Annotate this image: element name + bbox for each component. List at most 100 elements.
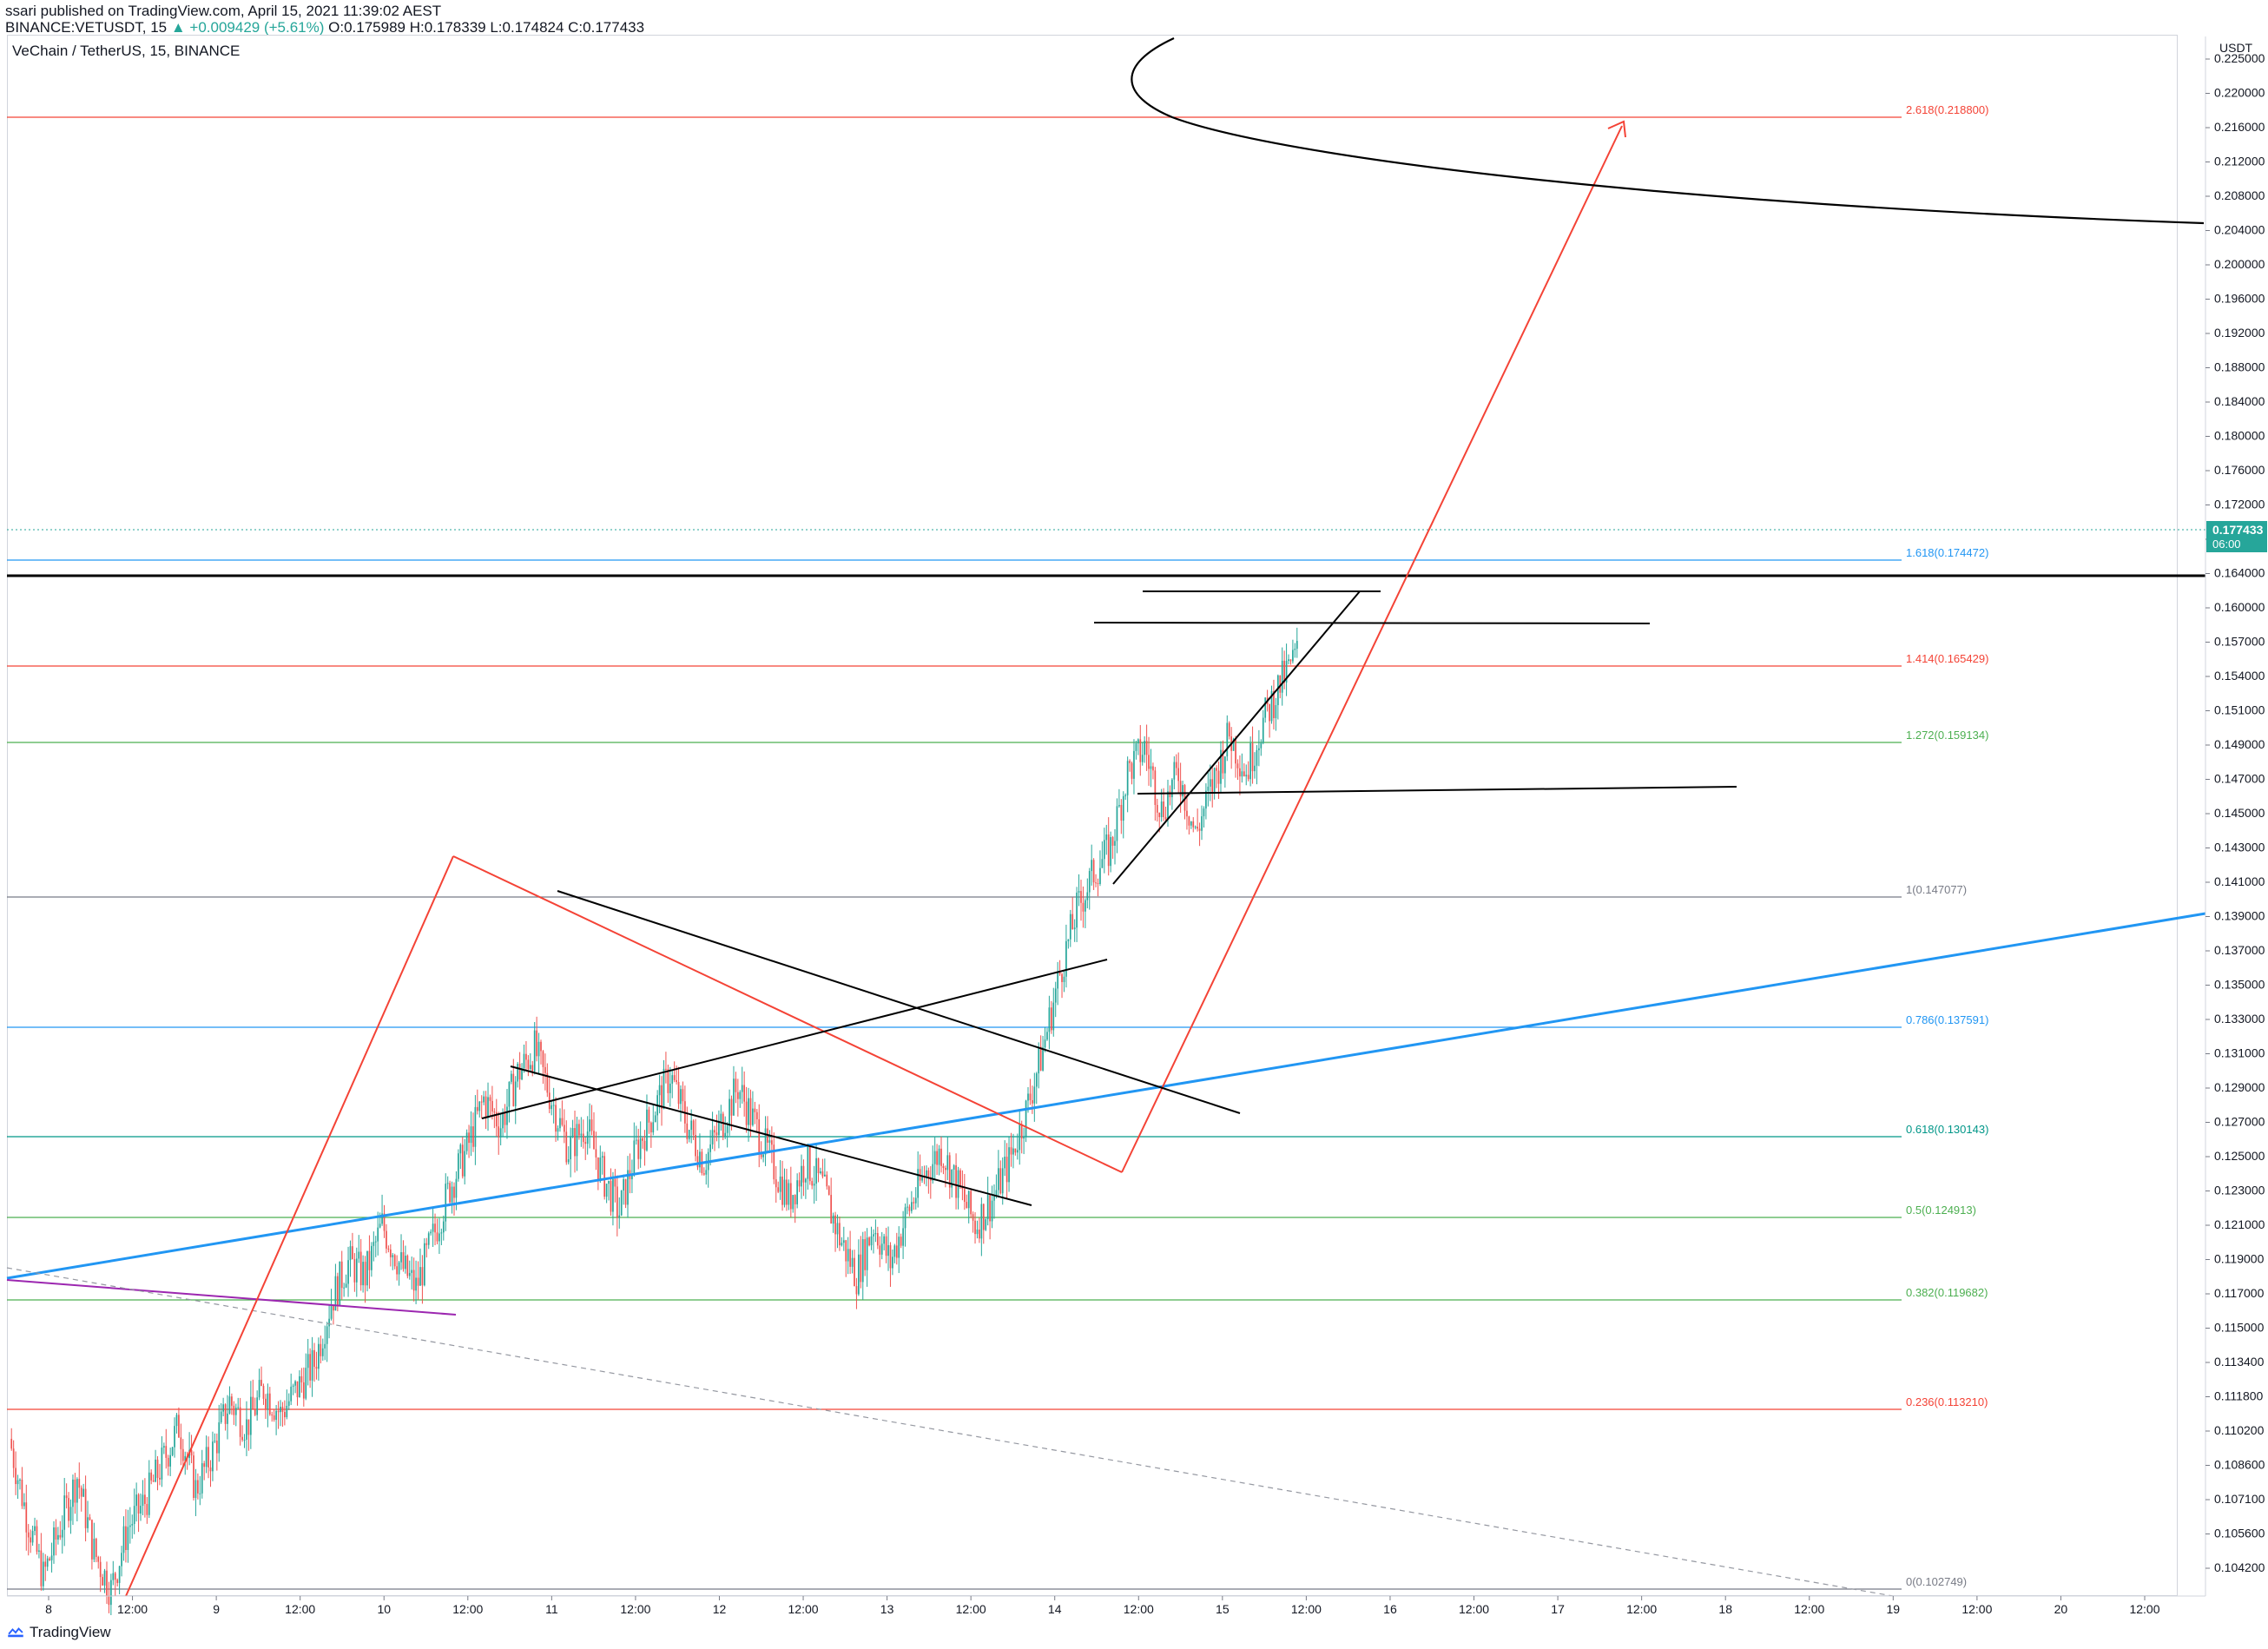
candle-body bbox=[1285, 661, 1288, 683]
red-projection-line[interactable] bbox=[1121, 125, 1623, 1173]
price-axis[interactable] bbox=[2205, 36, 2268, 1615]
candle-body bbox=[400, 1252, 402, 1263]
candle-body bbox=[181, 1448, 184, 1461]
candle-body bbox=[118, 1566, 121, 1583]
candle-body bbox=[74, 1479, 76, 1503]
candle-body bbox=[133, 1506, 135, 1525]
candle-body bbox=[1080, 891, 1082, 903]
candle-body bbox=[1027, 1093, 1029, 1101]
candle-body bbox=[459, 1144, 462, 1154]
candle-body bbox=[256, 1397, 259, 1415]
candle-body bbox=[1251, 742, 1254, 772]
x-tick-label: 12:00 bbox=[1459, 1602, 1489, 1615]
candle-body bbox=[222, 1404, 224, 1412]
candle-body bbox=[873, 1234, 874, 1237]
candle-body bbox=[1269, 704, 1270, 722]
candle-body bbox=[722, 1113, 724, 1138]
x-tick-label: 12:00 bbox=[956, 1602, 986, 1615]
candle-body bbox=[305, 1368, 307, 1399]
candle-body bbox=[555, 1105, 557, 1132]
candle-body bbox=[540, 1041, 542, 1052]
candle-body bbox=[455, 1178, 458, 1198]
candle-body bbox=[715, 1132, 718, 1136]
y-tick-label: 0.104200 bbox=[2214, 1560, 2265, 1574]
candle-body bbox=[913, 1202, 915, 1204]
candle-body bbox=[307, 1354, 309, 1369]
candle-body bbox=[491, 1100, 493, 1112]
candle-body bbox=[1071, 914, 1074, 930]
candle-body bbox=[366, 1250, 368, 1286]
price-chart[interactable]: 2.618(0.218800) 1.618(0.174472) 1.414(0.16… bbox=[0, 0, 2268, 1615]
candle-body bbox=[836, 1223, 839, 1235]
candle-body bbox=[76, 1479, 78, 1503]
rising-trendline[interactable] bbox=[481, 959, 1108, 1119]
candle-body bbox=[436, 1232, 438, 1242]
candle-body bbox=[946, 1155, 949, 1171]
candle-body bbox=[1010, 1147, 1012, 1155]
candle-body bbox=[233, 1405, 235, 1415]
channel-upper-line[interactable] bbox=[557, 890, 1241, 1114]
candle-body bbox=[801, 1165, 802, 1187]
purple-trendline[interactable] bbox=[6, 1279, 457, 1316]
candle-body bbox=[393, 1255, 396, 1267]
candle-body bbox=[1152, 766, 1154, 771]
candle-body bbox=[1154, 770, 1157, 805]
blue-trendline[interactable] bbox=[6, 912, 2206, 1280]
candle-body bbox=[1005, 1157, 1008, 1183]
triangle-support-line[interactable] bbox=[1112, 590, 1361, 885]
red-flag-top[interactable] bbox=[452, 855, 1123, 1173]
candle-body bbox=[980, 1204, 983, 1239]
y-tick-label: 0.127000 bbox=[2214, 1115, 2265, 1129]
candle-body bbox=[343, 1287, 346, 1289]
candle-body bbox=[194, 1480, 197, 1499]
candle-body bbox=[938, 1148, 940, 1165]
x-tick-label: 12:00 bbox=[1794, 1602, 1824, 1615]
candle-body bbox=[430, 1231, 432, 1234]
candle-body bbox=[908, 1206, 911, 1211]
candle-body bbox=[1004, 1157, 1006, 1169]
candle-body bbox=[129, 1525, 131, 1527]
candle-body bbox=[658, 1085, 661, 1096]
candle-body bbox=[1116, 806, 1118, 841]
candle-body bbox=[116, 1580, 119, 1583]
candle-body bbox=[55, 1527, 57, 1540]
x-tick-label: 12:00 bbox=[1124, 1602, 1154, 1615]
candle-body bbox=[1171, 779, 1173, 798]
candle-body bbox=[1067, 939, 1070, 941]
candle-body bbox=[131, 1524, 134, 1526]
fib-level-label: 0.5(0.124913) bbox=[1906, 1204, 1976, 1217]
candle-body bbox=[465, 1132, 468, 1151]
curve-arc-line[interactable] bbox=[1131, 37, 2205, 225]
candle-body bbox=[167, 1457, 169, 1467]
candle-body bbox=[695, 1135, 696, 1157]
channel-lower-line[interactable] bbox=[510, 1065, 1032, 1206]
candle-body bbox=[1120, 804, 1123, 821]
dashed-trendline[interactable] bbox=[6, 1267, 1894, 1597]
x-tick-label: 13 bbox=[880, 1602, 894, 1615]
y-tick-label: 0.108600 bbox=[2214, 1458, 2265, 1472]
red-flag-pole[interactable] bbox=[125, 855, 454, 1597]
candle-body bbox=[531, 1065, 534, 1072]
candle-body bbox=[616, 1186, 618, 1218]
candle-body bbox=[696, 1156, 699, 1168]
candle-body bbox=[1222, 749, 1224, 774]
candle-body bbox=[578, 1124, 580, 1136]
x-tick-label: 20 bbox=[2054, 1602, 2068, 1615]
candle-body bbox=[1232, 738, 1235, 751]
candle-body bbox=[1133, 750, 1135, 779]
range-bottom-line[interactable] bbox=[1137, 786, 1737, 795]
candle-body bbox=[65, 1495, 68, 1499]
candle-body bbox=[485, 1096, 487, 1118]
candle-body bbox=[1145, 741, 1148, 755]
candle-body bbox=[284, 1411, 286, 1418]
candle-body bbox=[1141, 755, 1144, 762]
candle-body bbox=[1050, 1007, 1052, 1031]
candle-body bbox=[102, 1577, 103, 1586]
candle-body bbox=[1217, 770, 1220, 784]
candle-body bbox=[508, 1081, 511, 1107]
x-tick-label: 12:00 bbox=[1961, 1602, 1992, 1615]
candle-body bbox=[559, 1118, 561, 1129]
candle-body bbox=[1023, 1136, 1025, 1139]
candle-body bbox=[798, 1180, 801, 1187]
bar-countdown: 06:00 bbox=[2212, 538, 2241, 551]
